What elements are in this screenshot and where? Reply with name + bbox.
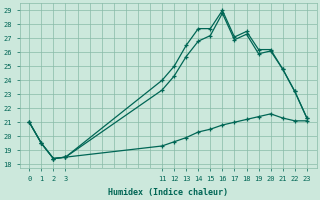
X-axis label: Humidex (Indice chaleur): Humidex (Indice chaleur) (108, 188, 228, 197)
